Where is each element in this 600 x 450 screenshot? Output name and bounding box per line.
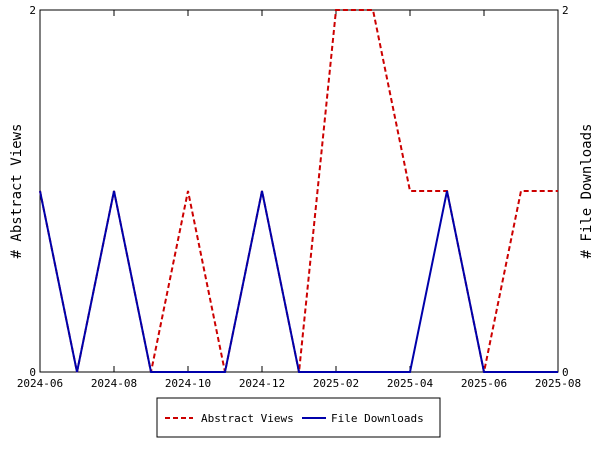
x-tick-label: 2024-06 bbox=[17, 377, 63, 390]
x-tick-label: 2024-08 bbox=[91, 377, 137, 390]
legend: Abstract Views File Downloads bbox=[156, 397, 441, 438]
y-tick-label-right: 0 bbox=[562, 366, 569, 379]
plot-area bbox=[39, 9, 559, 373]
x-tick-label: 2025-02 bbox=[313, 377, 359, 390]
y-axis-right-title: # File Downloads bbox=[579, 124, 595, 259]
y-tick-label-left: 0 bbox=[29, 366, 36, 379]
legend-box bbox=[156, 397, 441, 438]
series-line-file-downloads bbox=[39, 190, 558, 373]
x-tick-label: 2024-10 bbox=[165, 377, 211, 390]
series-lines bbox=[39, 9, 558, 373]
y-axis-left-title: # Abstract Views bbox=[9, 124, 25, 259]
x-tick-label: 2025-04 bbox=[387, 377, 434, 390]
y-tick-label-left: 2 bbox=[29, 4, 36, 17]
x-tick-label: 2025-06 bbox=[461, 377, 507, 390]
x-axis-ticks: 2024-06 2024-08 2024-10 2024-12 2025-02 2025-… bbox=[17, 10, 581, 390]
x-tick-label: 2025-08 bbox=[535, 377, 581, 390]
x-tick-label: 2024-12 bbox=[239, 377, 285, 390]
legend-label-file-downloads: File Downloads bbox=[331, 412, 424, 425]
legend-label-abstract-views: Abstract Views bbox=[201, 412, 294, 425]
y-tick-label-right: 2 bbox=[562, 4, 569, 17]
